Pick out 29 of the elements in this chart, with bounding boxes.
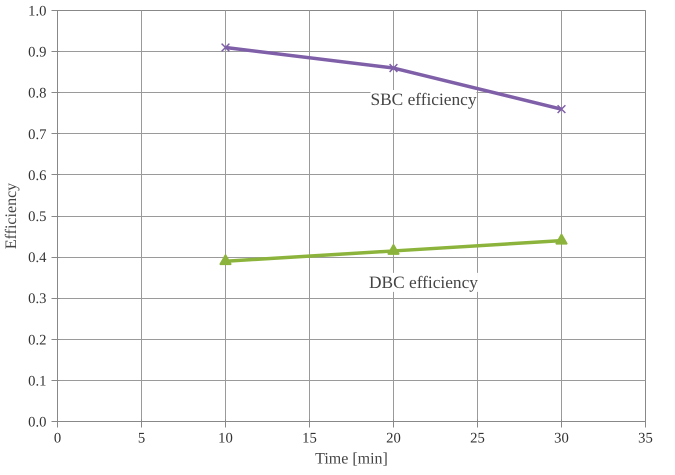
y-tick-label: 0.2 [28,332,47,348]
y-tick-label: 0.9 [28,44,47,61]
y-axis-title: Efficiency [3,182,20,250]
x-tick-label: 35 [638,430,653,446]
y-tick-label: 0.1 [28,373,47,390]
point [219,254,232,266]
y-tick-label: 0.6 [28,168,47,184]
x-tick-label: 30 [554,430,569,446]
x-tick-label: 20 [386,430,401,446]
y-tick-label: 0.5 [28,209,47,225]
x-tick-label: 0 [54,430,62,446]
point [555,234,568,245]
x-tick-label: 10 [218,430,233,446]
series-label: DBC efficiency [369,272,478,292]
x-tick-label: 5 [138,430,146,446]
x-axis-title: Time [min] [315,450,388,468]
point [556,104,566,114]
x-tick-label: 15 [302,430,317,446]
y-tick-label: 1.0 [28,4,47,20]
y-tick-label: 0.7 [28,126,47,143]
x-tick-label: 25 [470,430,485,446]
point [220,42,230,52]
y-tick-label: 0.8 [28,86,47,102]
y-tick-label: 0.0 [28,414,47,430]
point [387,244,400,255]
y-tick-label: 0.4 [28,250,48,266]
series-label: SBC efficiency [370,90,477,110]
point [388,63,398,73]
y-tick-label: 0.3 [28,291,47,308]
